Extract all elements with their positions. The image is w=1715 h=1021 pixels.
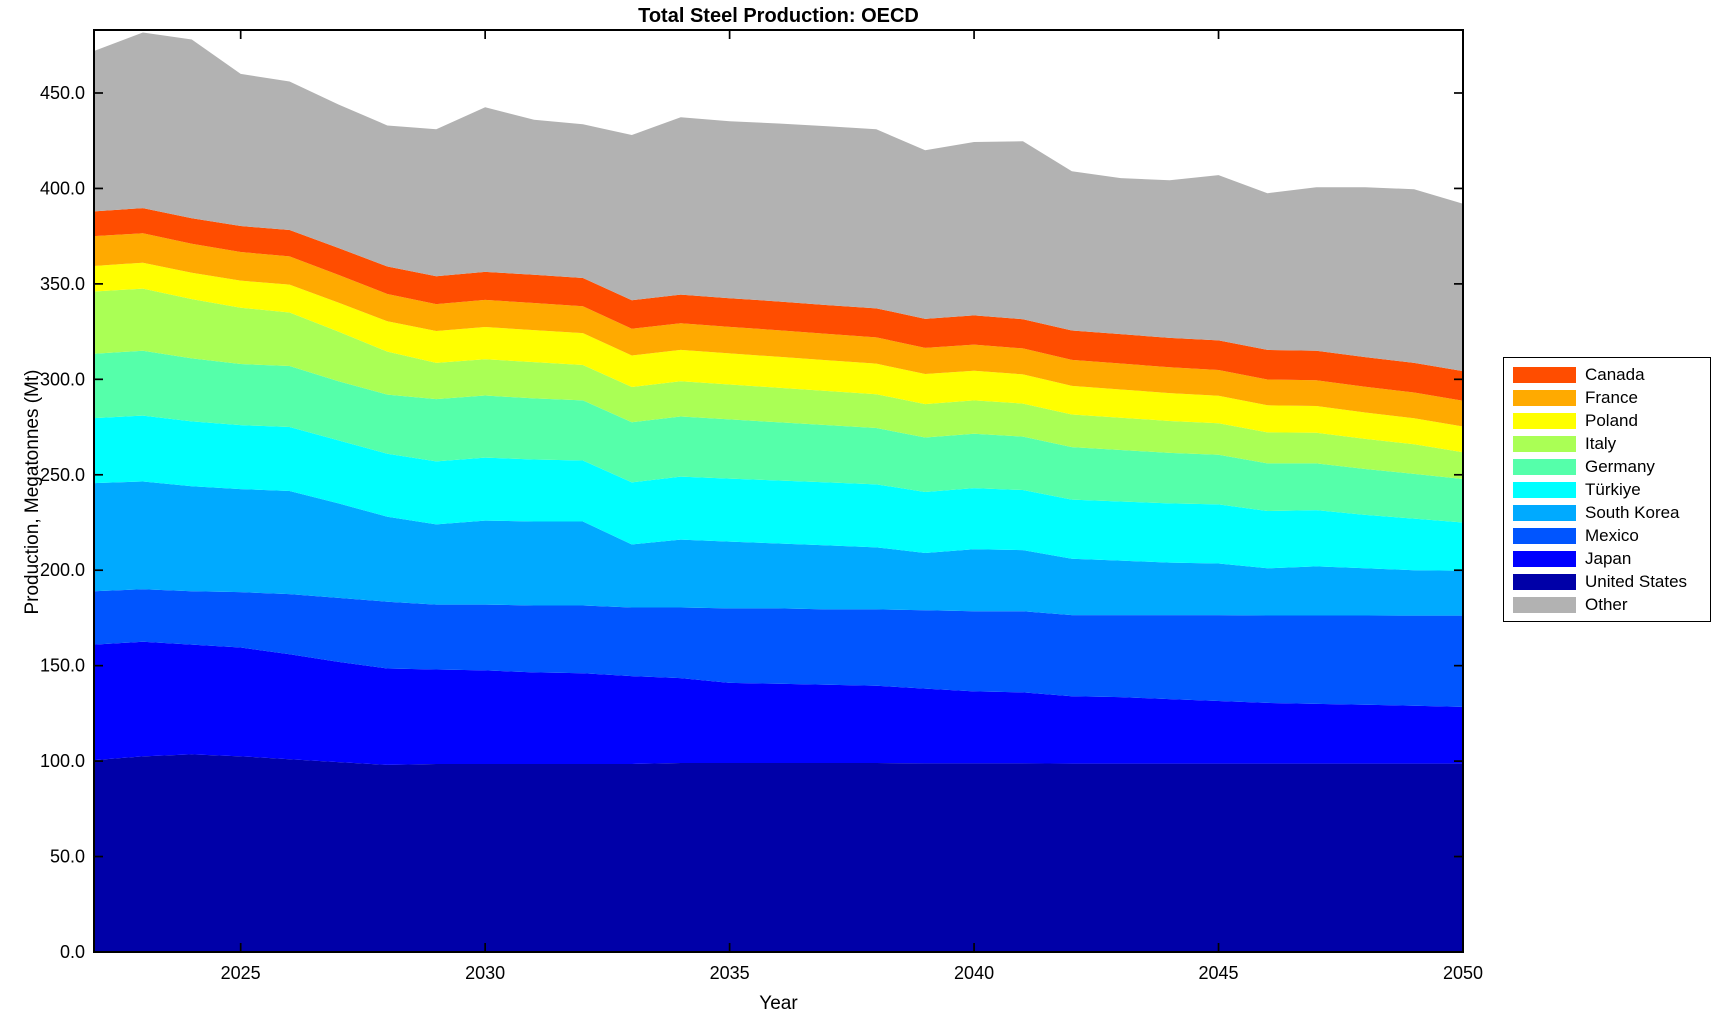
area-series-canada	[94, 208, 1463, 401]
legend-label: Other	[1585, 594, 1628, 614]
legend-item-canada: Canada	[1513, 363, 1702, 386]
legend-swatch	[1513, 596, 1576, 613]
y-tick-label: 450.0	[40, 83, 85, 103]
x-tick-label: 2050	[1443, 963, 1483, 983]
area-series-south-korea	[94, 481, 1463, 616]
legend-item-mexico: Mexico	[1513, 524, 1702, 547]
x-tick-label: 2045	[1199, 963, 1239, 983]
legend-swatch	[1513, 366, 1576, 383]
area-series-germany	[94, 350, 1463, 523]
legend-swatch	[1513, 412, 1576, 429]
area-series-france	[94, 233, 1463, 427]
legend-label: Germany	[1585, 456, 1655, 476]
legend-item-poland: Poland	[1513, 409, 1702, 432]
legend-label: Türkiye	[1585, 479, 1641, 499]
legend-item-türkiye: Türkiye	[1513, 478, 1702, 501]
y-tick-label: 100.0	[40, 751, 85, 771]
chart-title: Total Steel Production: OECD	[638, 5, 919, 27]
y-tick-label: 350.0	[40, 274, 85, 294]
legend-item-united-states: United States	[1513, 570, 1702, 593]
x-tick-label: 2030	[465, 963, 505, 983]
legend-swatch	[1513, 389, 1576, 406]
legend-label: Japan	[1585, 548, 1632, 568]
y-tick-label: 300.0	[40, 369, 85, 389]
x-tick-label: 2040	[954, 963, 994, 983]
area-series-other	[94, 32, 1463, 372]
legend-item-japan: Japan	[1513, 547, 1702, 570]
legend-label: France	[1585, 387, 1638, 407]
area-series-united-states	[94, 754, 1463, 952]
legend-label: Italy	[1585, 433, 1617, 453]
legend-swatch	[1513, 481, 1576, 498]
legend-label: Mexico	[1585, 525, 1639, 545]
legend-item-south-korea: South Korea	[1513, 501, 1702, 524]
x-tick-label: 2025	[221, 963, 261, 983]
legend-swatch	[1513, 435, 1576, 452]
area-series-italy	[94, 288, 1463, 479]
y-tick-label: 250.0	[40, 465, 85, 485]
legend-label: Poland	[1585, 410, 1638, 430]
area-series-poland	[94, 262, 1463, 453]
legend-item-other: Other	[1513, 593, 1702, 616]
y-tick-label: 200.0	[40, 560, 85, 580]
legend: Canada France Poland Italy Germany Türkiye Sou…	[1503, 357, 1711, 622]
y-tick-label: 400.0	[40, 178, 85, 198]
legend-swatch	[1513, 504, 1576, 521]
legend-swatch	[1513, 550, 1576, 567]
y-tick-label: 0.0	[60, 942, 85, 962]
legend-swatch	[1513, 527, 1576, 544]
area-series-japan	[94, 641, 1463, 765]
area-series-mexico	[94, 589, 1463, 707]
legend-label: Canada	[1585, 364, 1645, 384]
y-tick-label: 150.0	[40, 656, 85, 676]
area-series-türkiye	[94, 415, 1463, 571]
axes-frame	[93, 29, 1464, 953]
legend-swatch	[1513, 573, 1576, 590]
legend-swatch	[1513, 458, 1576, 475]
y-tick-label: 50.0	[50, 847, 85, 867]
legend-item-germany: Germany	[1513, 455, 1702, 478]
legend-item-france: France	[1513, 386, 1702, 409]
x-axis-label: Year	[759, 993, 798, 1014]
legend-label: South Korea	[1585, 502, 1680, 522]
legend-label: United States	[1585, 571, 1688, 591]
legend-item-italy: Italy	[1513, 432, 1702, 455]
x-tick-label: 2035	[710, 963, 750, 983]
